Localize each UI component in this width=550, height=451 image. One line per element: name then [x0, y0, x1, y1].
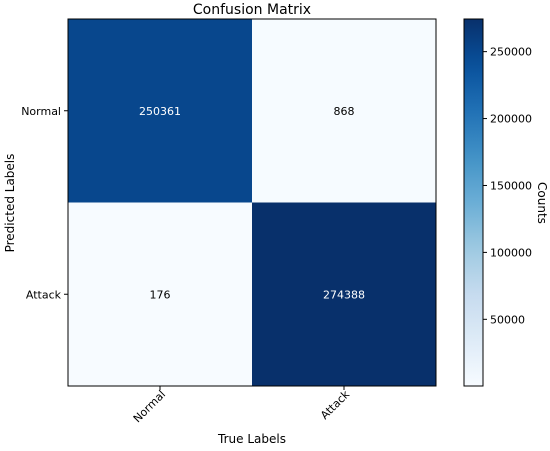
- x-axis-label: True Labels: [217, 432, 286, 446]
- heatmap-cell: [68, 202, 252, 386]
- colorbar-tick-label: 100000: [490, 246, 532, 259]
- colorbar: 50000 100000 150000 200000 250000: [463, 18, 532, 387]
- x-tick-label: Normal: [131, 388, 168, 425]
- heatmap-cells: [68, 19, 436, 386]
- x-tick-label: Attack: [318, 387, 352, 421]
- colorbar-tick-label: 150000: [490, 179, 532, 192]
- colorbar-tick-label: 200000: [490, 113, 532, 126]
- x-axis-ticks: Normal Attack: [131, 386, 353, 425]
- y-tick-label: Attack: [26, 288, 62, 301]
- plot-frame: [67, 18, 437, 387]
- colorbar-gradient: [463, 18, 484, 387]
- heatmap-cell: [68, 19, 252, 203]
- colorbar-label: Counts: [535, 182, 549, 224]
- heatmap-cell: [252, 19, 436, 203]
- colorbar-tick-label: 50000: [490, 313, 525, 326]
- heatmap-cell-label: 274388: [323, 288, 365, 301]
- y-axis-label: Predicted Labels: [3, 154, 17, 253]
- heatmap-cell-label: 250361: [139, 105, 181, 118]
- colorbar-tick-label: 250000: [490, 46, 532, 59]
- heatmap-cell-labels: 250361 868 176 274388: [139, 105, 365, 302]
- heatmap-cell-label: 176: [150, 288, 171, 301]
- y-tick-label: Normal: [21, 105, 61, 118]
- heatmap-cell: [252, 202, 436, 386]
- chart-title: Confusion Matrix: [193, 2, 311, 18]
- y-axis-ticks: Normal Attack: [21, 105, 68, 301]
- heatmap-cell-label: 868: [334, 105, 355, 118]
